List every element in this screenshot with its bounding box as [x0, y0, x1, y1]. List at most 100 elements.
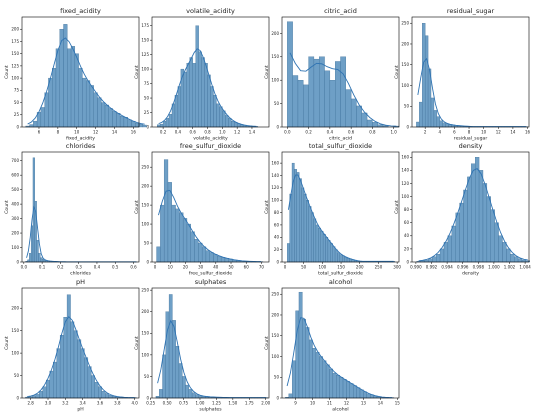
- histogram-bar: [159, 123, 164, 128]
- x-tick-label: 0.8: [369, 130, 376, 135]
- histogram-bar: [439, 120, 443, 128]
- histogram-bar: [183, 71, 187, 128]
- y-tick-label: 100: [141, 352, 149, 357]
- x-tick-label: 0.2: [160, 130, 167, 135]
- x-axis-label: volatile_acidity: [193, 136, 228, 142]
- y-tick-label: 120: [271, 185, 279, 190]
- y-tick-label: 200: [11, 306, 19, 311]
- kde-line: [289, 52, 397, 127]
- histogram-bar: [303, 84, 309, 128]
- y-tick-label: 25: [144, 110, 150, 115]
- y-tick-label: 140: [271, 173, 279, 178]
- y-tick-label: 125: [141, 52, 149, 57]
- histogram-bar: [32, 395, 37, 399]
- histogram-bar: [80, 348, 85, 399]
- x-tick-label: 0.994: [441, 265, 453, 270]
- histogram-bar: [471, 163, 476, 263]
- x-tick-label: 0.4: [327, 130, 334, 135]
- histogram-bar: [210, 86, 214, 128]
- x-axis-label: citric_acid: [329, 136, 352, 142]
- y-tick-label: 120: [401, 181, 409, 186]
- kde-line: [27, 37, 145, 125]
- y-tick-label: 140: [401, 168, 409, 173]
- plot-frame: [151, 287, 270, 399]
- y-axis-label: Count: [264, 65, 270, 79]
- y-tick-label: 150: [141, 203, 149, 208]
- subplot-free_sulfur_dioxide: free_sulfur_dioxide 0 10 20 30 40 50 60 70 0 50 100…: [134, 142, 270, 277]
- x-tick-label: 50: [301, 265, 307, 270]
- histogram-bar: [85, 80, 91, 128]
- histogram-bar: [195, 394, 199, 399]
- x-tick-label: 0.3: [75, 265, 82, 270]
- histogram-bar: [201, 246, 207, 263]
- histogram-bar: [490, 209, 495, 263]
- histogram-bar: [340, 56, 346, 128]
- y-tick-label: 75: [14, 88, 20, 93]
- histogram-bar: [337, 252, 341, 263]
- subplot-total_sulfur_dioxide: total_sulfur_dioxide 0 50 100 150 200 250 300 0 2…: [264, 142, 401, 277]
- y-tick-label: 175: [11, 39, 19, 44]
- histogram-bar: [127, 119, 132, 128]
- histogram-bar: [105, 393, 109, 399]
- x-tick-label: 15: [395, 401, 401, 406]
- histogram-bar: [29, 253, 32, 263]
- y-tick-label: 60: [404, 220, 410, 225]
- histogram-bar: [52, 68, 57, 128]
- x-tick-label: 3.0: [45, 401, 52, 406]
- histogram-bar: [339, 377, 344, 399]
- subplot-title: volatile_acidity: [186, 7, 235, 15]
- histogram-bar: [201, 57, 205, 128]
- x-tick-label: 14: [510, 130, 516, 135]
- x-tick-label: 0.998: [473, 265, 485, 270]
- y-tick-label: 80: [404, 207, 410, 212]
- histogram-bar: [82, 77, 87, 128]
- y-tick-label: 100: [11, 76, 19, 81]
- histogram-bar: [219, 106, 223, 128]
- histogram-bar: [332, 372, 337, 399]
- plot-frame: [21, 151, 140, 263]
- histogram-bar: [344, 256, 348, 263]
- x-tick-label: 14: [378, 401, 384, 406]
- histogram-bar: [359, 389, 364, 399]
- subplot-title: residual_sugar: [447, 7, 495, 15]
- y-tick-label: 100: [141, 221, 149, 226]
- histogram-bar: [361, 112, 368, 128]
- histogram-bar: [467, 176, 472, 263]
- y-tick-label: 200: [271, 312, 279, 317]
- histogram-bar: [167, 182, 172, 263]
- kde-line: [417, 57, 527, 128]
- y-tick-label: 40: [404, 233, 410, 238]
- y-tick-label: 0: [276, 395, 279, 400]
- x-tick-label: 6: [38, 130, 41, 135]
- x-tick-label: 1.004: [519, 265, 531, 270]
- x-tick-label: 0.4: [94, 265, 101, 270]
- histogram-bar: [40, 107, 45, 128]
- x-tick-label: 0.2: [305, 130, 312, 135]
- histogram-bar: [41, 258, 45, 263]
- histogram-bar: [494, 222, 499, 263]
- histogram-bar: [342, 379, 347, 399]
- histogram-bar: [168, 294, 173, 399]
- y-axis-label: Count: [134, 65, 140, 79]
- y-axis-label: Count: [394, 200, 400, 214]
- plot-frame: [281, 151, 400, 263]
- x-tick-label: 70: [259, 265, 265, 270]
- subplot-density: density 0.990 0.992 0.994 0.996 0.998 1.000 1.0…: [394, 142, 531, 277]
- y-tick-label: 0: [146, 124, 149, 129]
- y-tick-label: 50: [274, 101, 280, 106]
- y-tick-label: 50: [14, 373, 20, 378]
- y-tick-label: 200: [141, 184, 149, 189]
- y-axis-label: Count: [4, 65, 10, 79]
- x-tick-label: 12: [93, 130, 99, 135]
- histogram-bar: [463, 189, 468, 263]
- x-axis-label: alcohol: [332, 407, 348, 413]
- histogram-bar: [77, 339, 82, 399]
- y-tick-label: 160: [401, 155, 409, 160]
- y-tick-label: 250: [141, 165, 149, 170]
- kde-line: [286, 317, 393, 399]
- y-tick-label: 50: [14, 100, 20, 105]
- histogram-bar: [436, 253, 441, 263]
- y-tick-label: 100: [141, 67, 149, 72]
- x-tick-label: 13: [361, 401, 367, 406]
- histogram-bar: [116, 113, 121, 128]
